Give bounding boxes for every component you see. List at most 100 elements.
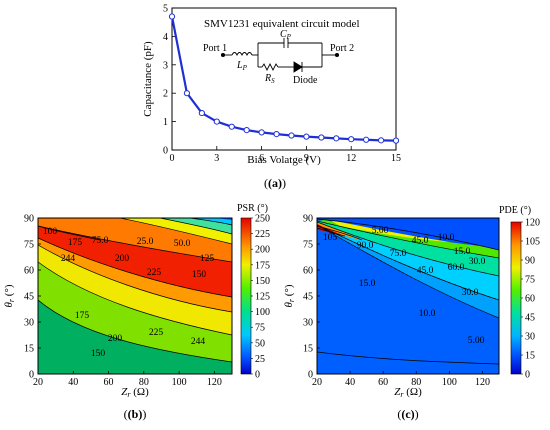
colorbar-tick-label: 0 xyxy=(255,370,260,381)
contour-label: 100 xyxy=(43,227,58,237)
colorbar-tick-label: 250 xyxy=(255,214,270,225)
contour-label: 90.0 xyxy=(357,241,374,251)
data-point xyxy=(348,136,355,143)
axis-ticks-b: 20 40 60 80 100 120 0 15 30 45 60 75 90 xyxy=(24,214,222,389)
contour-label: 200 xyxy=(115,254,130,264)
data-point xyxy=(198,109,205,117)
x-tick-label: 100 xyxy=(172,377,187,388)
contour-label: 125 xyxy=(200,254,215,264)
x-tick-label: 6 xyxy=(259,153,264,164)
colorbar-tick-label: 150 xyxy=(255,276,270,287)
psr-colorbar-ticks: 0 25 50 75 100 125 150 175 200 225 250 xyxy=(251,214,270,381)
contour-label: 10.0 xyxy=(419,309,436,319)
pde-colorbar-title: PDE (°) xyxy=(499,205,531,216)
contour-label: 50.0 xyxy=(174,239,191,249)
data-point xyxy=(333,135,340,142)
y-tick-label: 5 xyxy=(163,4,168,15)
contour-label: 244 xyxy=(191,337,206,347)
x-tick-label: 3 xyxy=(214,153,219,164)
y-tick-label: 30 xyxy=(24,318,34,329)
x-tick-label: 9 xyxy=(304,153,309,164)
colorbar-tick-label: 100 xyxy=(255,307,270,318)
x-tick-label: 15 xyxy=(391,153,401,164)
colorbar-tick-label: 105 xyxy=(525,237,540,248)
y-tick-label: 0 xyxy=(308,370,313,381)
data-point xyxy=(183,90,191,97)
caption-b: ((b)) xyxy=(124,407,147,421)
y-tick-label: 3 xyxy=(163,60,168,71)
y-axis-label-c: θr (°) xyxy=(283,284,296,307)
data-point xyxy=(168,13,176,20)
psr-contour-chart: 20 40 60 80 100 120 0 15 30 45 60 75 90 100 175 75.0 25… xyxy=(3,203,270,421)
diode-label: Diode xyxy=(293,75,318,86)
data-point xyxy=(213,118,220,125)
contour-label: 30.0 xyxy=(462,288,479,298)
y-tick-label: 4 xyxy=(163,32,168,43)
contour-label: 60.0 xyxy=(448,263,465,273)
contour-label: 225 xyxy=(149,328,164,338)
colorbar-tick-label: 15 xyxy=(525,351,535,362)
x-tick-label: 40 xyxy=(345,377,355,388)
y-axis-label-b: θr (°) xyxy=(3,284,16,307)
x-tick-label: 20 xyxy=(33,377,43,388)
y-tick-label: 60 xyxy=(24,266,34,277)
y-tick-label: 15 xyxy=(24,344,34,355)
cp-label: CP xyxy=(280,29,292,41)
contour-label: 45.0 xyxy=(417,266,434,276)
pde-contour-fill xyxy=(317,218,499,374)
y-tick-label: 45 xyxy=(303,292,313,303)
colorbar-tick-label: 225 xyxy=(255,229,270,240)
colorbar-tick-label: 200 xyxy=(255,245,270,256)
colorbar-tick-label: 120 xyxy=(525,218,540,229)
x-tick-label: 40 xyxy=(68,377,78,388)
y-tick-label: 0 xyxy=(163,146,168,157)
pde-contour-chart: 20 40 60 80 100 120 0 15 30 45 60 75 90 5.00 10.0 105 9… xyxy=(283,205,540,421)
contour-label: 10.0 xyxy=(438,233,455,243)
data-point xyxy=(303,133,310,140)
x-tick-label: 60 xyxy=(378,377,388,388)
psr-contour-fill xyxy=(38,218,232,374)
contour-label: 150 xyxy=(192,270,207,280)
data-point xyxy=(228,123,235,130)
y-tick-label: 30 xyxy=(303,318,313,329)
y-tick-label: 60 xyxy=(303,266,313,277)
contour-labels-b: 100 175 75.0 25.0 50.0 125 150 244 200 225 225 244 1… xyxy=(43,227,215,359)
x-tick-label: 12 xyxy=(346,153,356,164)
data-point xyxy=(258,129,265,136)
capacitance-series xyxy=(168,13,400,144)
colorbar-tick-label: 25 xyxy=(255,354,265,365)
colorbar-tick-label: 75 xyxy=(255,323,265,334)
data-point xyxy=(273,130,280,138)
y-tick-label: 75 xyxy=(303,240,313,251)
colorbar-tick-label: 0 xyxy=(525,370,530,381)
contour-label: 45.0 xyxy=(412,236,429,246)
colorbar-tick-label: 50 xyxy=(255,338,265,349)
rs-label: RS xyxy=(264,73,275,85)
lp-label: LP xyxy=(236,60,248,72)
inset-title: SMV1231 equivalent circuit model xyxy=(204,18,360,30)
data-point xyxy=(318,134,325,141)
contour-label: 5.00 xyxy=(372,226,389,236)
data-point xyxy=(392,137,400,144)
data-point xyxy=(243,127,250,134)
y-tick-label: 45 xyxy=(24,292,34,303)
contour-label: 25.0 xyxy=(137,237,154,247)
contour-label: 5.00 xyxy=(468,336,485,346)
pde-colorbar-ticks: 0 15 30 45 60 75 90 105 120 xyxy=(521,218,540,381)
x-tick-label: 20 xyxy=(312,377,322,388)
x-tick-label: 80 xyxy=(411,377,421,388)
caption-a: ((a)) xyxy=(264,176,286,190)
data-point xyxy=(363,136,370,143)
y-tick-label: 2 xyxy=(163,89,168,100)
x-axis-label-b: Zr (Ω) xyxy=(121,386,149,399)
y-tick-label: 0 xyxy=(29,370,34,381)
data-point xyxy=(377,137,385,144)
y-tick-label: 75 xyxy=(24,240,34,251)
circuit-diagram xyxy=(220,38,340,73)
x-tick-label: 120 xyxy=(207,377,222,388)
contour-label: 15.0 xyxy=(454,247,471,257)
contour-label: 150 xyxy=(91,349,106,359)
plot-frame-a xyxy=(171,7,397,151)
contour-label: 30.0 xyxy=(469,257,486,267)
